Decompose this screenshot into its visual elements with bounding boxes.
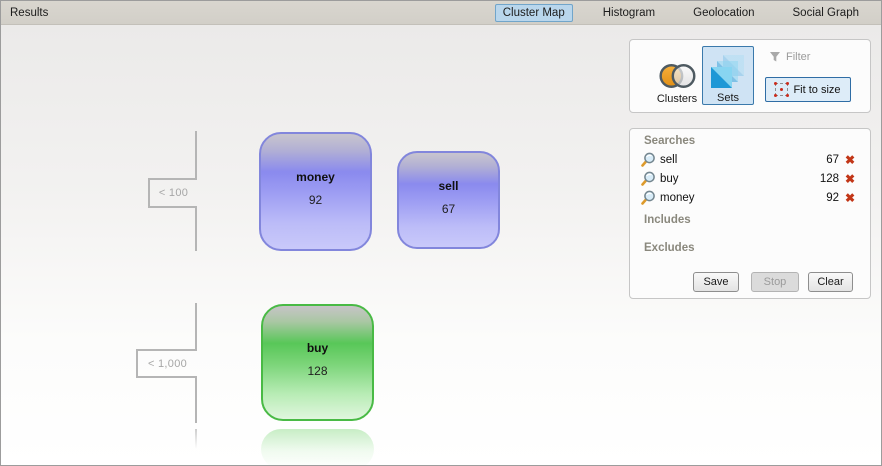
- scale-bracket-1000: < 1,000: [136, 349, 197, 378]
- view-tabs: Cluster Map Histogram Geolocation Social…: [494, 3, 867, 22]
- set-node-count: 92: [308, 193, 323, 207]
- clusters-button[interactable]: Clusters: [638, 44, 716, 105]
- includes-header: Includes: [644, 214, 691, 226]
- sets-button-label: Sets: [716, 92, 739, 104]
- search-count: 67: [826, 153, 839, 166]
- search-row-money[interactable]: money 92 ✖: [640, 188, 855, 207]
- stop-button: Stop: [751, 272, 799, 292]
- view-tools-panel: Clusters Sets Filter Fit to size: [629, 39, 871, 113]
- search-count: 92: [826, 191, 839, 204]
- clusters-venn-icon: [659, 64, 696, 88]
- search-term: sell: [660, 153, 678, 166]
- set-node-label: money: [296, 170, 335, 184]
- filter-label: Filter: [786, 51, 811, 63]
- delete-search-icon[interactable]: ✖: [844, 152, 855, 167]
- clear-button[interactable]: Clear: [808, 272, 853, 292]
- scale-bracket-1000-line-top: [195, 303, 197, 349]
- sets-button[interactable]: Sets: [702, 46, 754, 105]
- set-node-label: buy: [306, 341, 329, 355]
- scale-line-reflection: [195, 429, 197, 449]
- set-node-count: 67: [441, 201, 456, 216]
- filter-button-disabled: Filter: [769, 51, 810, 63]
- fit-to-size-button[interactable]: Fit to size: [765, 77, 851, 102]
- clusters-button-label: Clusters: [656, 93, 698, 105]
- search-row-buy[interactable]: buy 128 ✖: [640, 169, 855, 188]
- search-icon: [641, 152, 655, 167]
- fit-to-size-label: Fit to size: [793, 83, 841, 96]
- search-icon: [641, 190, 655, 205]
- tab-social-graph[interactable]: Social Graph: [792, 6, 859, 19]
- fit-to-size-icon: [774, 82, 790, 97]
- top-bar: Results Cluster Map Histogram Geolocatio…: [1, 1, 881, 25]
- scale-label-1000: < 1,000: [147, 357, 188, 370]
- set-node-buy-reflection: [261, 429, 374, 465]
- set-node-label: sell: [438, 178, 459, 193]
- set-node-buy[interactable]: buy 128: [261, 304, 374, 421]
- tab-histogram[interactable]: Histogram: [602, 6, 656, 19]
- scale-label-100: < 100: [158, 187, 189, 199]
- tab-geolocation[interactable]: Geolocation: [693, 6, 755, 19]
- sets-layers-icon: [710, 55, 746, 89]
- delete-search-icon[interactable]: ✖: [844, 190, 855, 205]
- save-button[interactable]: Save: [693, 272, 739, 292]
- filter-funnel-icon: [770, 52, 780, 62]
- set-node-count: 128: [307, 364, 328, 378]
- cluster-map-canvas[interactable]: < 100 < 1,000 money 92 sell 67 buy 128: [1, 25, 881, 465]
- set-node-sell[interactable]: sell 67: [397, 151, 500, 249]
- delete-search-icon[interactable]: ✖: [844, 171, 855, 186]
- page-title: Results: [10, 6, 49, 19]
- set-node-money[interactable]: money 92: [259, 132, 372, 251]
- tab-cluster-map[interactable]: Cluster Map: [494, 3, 573, 22]
- search-row-sell[interactable]: sell 67 ✖: [640, 150, 855, 169]
- scale-bracket-100-line-bottom: [195, 208, 197, 251]
- scale-bracket-1000-line-bottom: [195, 378, 197, 423]
- scale-bracket-100-line-top: [195, 131, 197, 178]
- search-count: 128: [819, 172, 839, 185]
- searches-panel: Searches sell 67 ✖ buy 128: [629, 128, 871, 299]
- searches-header: Searches: [644, 135, 696, 147]
- excludes-header: Excludes: [644, 242, 695, 254]
- search-icon: [641, 171, 655, 186]
- search-term: buy: [660, 172, 679, 185]
- search-term: money: [660, 191, 695, 204]
- scale-bracket-100: < 100: [148, 178, 197, 208]
